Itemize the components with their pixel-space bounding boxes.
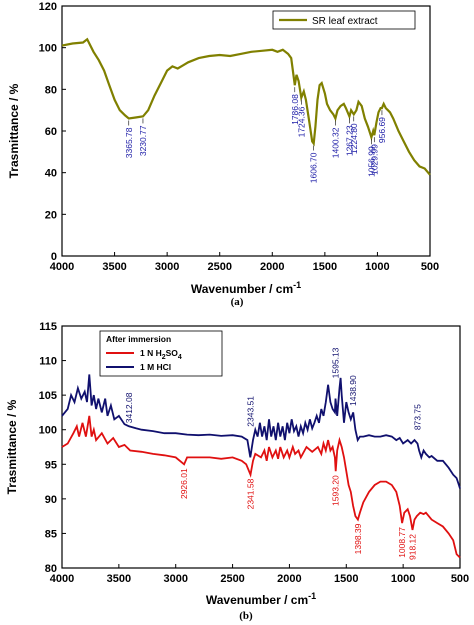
chart-a-peak-label: 1056.99 — [366, 146, 376, 177]
chart-a-peak-label: 1224.80 — [349, 123, 359, 154]
chart-a-peak-label: 3365.78 — [124, 127, 134, 158]
chart-b: 4000 3500 3000 2500 2000 1500 1000 500 80 85 90 95 1… — [5, 321, 469, 622]
chart-a-ytick-label: 120 — [39, 1, 57, 13]
chart-b-legend-title: After immersion — [106, 334, 171, 344]
chart-a-peak-label: 1267.23 — [344, 125, 354, 156]
chart-b-series-line-h2so4 — [61, 415, 461, 559]
chart-a-xtick-label: 1500 — [313, 261, 337, 273]
chart-b-ytick-label: 80 — [45, 563, 57, 575]
chart-b-ytick-label: 90 — [45, 494, 57, 506]
chart-b-peak-label: 1438.90 — [348, 375, 358, 406]
chart-b-peak-label: 1398.39 — [353, 523, 363, 554]
chart-b-ytick-label: 95 — [45, 459, 57, 471]
chart-b-peak-label: 2341.58 — [246, 478, 256, 509]
chart-b-ylabel: Trasmittance / % — [5, 399, 19, 494]
chart-a-xtick-label: 3000 — [155, 261, 179, 273]
chart-b-xtick-label: 4000 — [50, 573, 74, 585]
chart-a-xtick-label: 3500 — [102, 261, 126, 273]
chart-b-xtick-label: 3000 — [163, 573, 187, 585]
chart-a-caption: (a) — [231, 296, 244, 308]
chart-b-peak-label: 3412.08 — [124, 392, 134, 423]
chart-a-ytick-label: 0 — [51, 251, 57, 263]
chart-b-ytick-label: 110 — [39, 356, 57, 368]
chart-a-xtick-label: 500 — [421, 261, 439, 273]
chart-a-legend-label: SR leaf extract — [312, 16, 378, 27]
chart-a-peak-label: 1606.70 — [309, 152, 319, 183]
chart-b-peak-label: 1595.13 — [330, 347, 340, 378]
chart-a-series-line — [61, 37, 431, 176]
chart-b-xtick-label: 2500 — [220, 573, 244, 585]
chart-b-xtick-label: 3500 — [107, 573, 131, 585]
chart-b-legend-label-hcl: 1 M HCl — [140, 362, 171, 372]
chart-b-series-line-hcl — [61, 374, 461, 489]
chart-b-peak-label: 2343.51 — [245, 396, 255, 427]
chart-a-ytick-label: 60 — [45, 126, 57, 138]
chart-a-peak-label: 1400.32 — [330, 127, 340, 158]
chart-a-ytick-label: 100 — [39, 43, 57, 55]
chart-b-xtick-label: 1000 — [391, 573, 415, 585]
chart-a-ytick-label: 20 — [45, 209, 57, 221]
chart-a-peak-label: 956.69 — [377, 117, 387, 143]
chart-a-peak-label: 1724.36 — [296, 106, 306, 137]
chart-b-legend: After immersion 1 N H2SO4 1 M HCl — [99, 330, 223, 377]
chart-a-xlabel: Wavenumber / cm-1 — [191, 280, 301, 296]
chart-b-ytick-label: 105 — [39, 390, 57, 402]
chart-a-xtick-label: 1000 — [365, 261, 389, 273]
chart-a-ylabel: Trasmittance / % — [7, 83, 21, 178]
chart-b-xtick-label: 2000 — [277, 573, 301, 585]
chart-b-xlabel: Wavenumber / cm-1 — [206, 591, 316, 607]
chart-b-peak-label: 2926.01 — [179, 468, 189, 499]
chart-b-xtick-label: 1500 — [334, 573, 358, 585]
chart-a-xtick-label: 2500 — [207, 261, 231, 273]
chart-b-peak-label: 918.12 — [407, 534, 417, 560]
chart-b-ytick-label: 100 — [39, 425, 57, 437]
chart-a-peak-label: 1029.99 — [369, 144, 379, 175]
chart-a: 4000 3500 3000 2500 2000 1500 1000 500 0 20 40 60 80… — [7, 1, 439, 308]
chart-b-peak-label: 1593.20 — [331, 475, 341, 506]
chart-b-ytick-label: 85 — [45, 528, 57, 540]
chart-a-xtick-label: 2000 — [260, 261, 284, 273]
chart-b-caption: (b) — [239, 610, 253, 622]
chart-b-peak-label: 873.75 — [412, 404, 422, 430]
chart-a-xtick-label: 4000 — [50, 261, 74, 273]
chart-a-peak-label: 3230.77 — [138, 125, 148, 156]
chart-b-peak-label: 1008.77 — [397, 527, 407, 558]
chart-b-xtick-label: 500 — [451, 573, 469, 585]
chart-a-ytick-label: 40 — [45, 168, 57, 180]
chart-b-ytick-label: 115 — [39, 321, 57, 333]
chart-a-peak-label: 1786.08 — [290, 94, 300, 125]
chart-a-legend: SR leaf extract — [272, 10, 416, 30]
chart-a-ytick-label: 80 — [45, 84, 57, 96]
chart-b-legend-label-h2so4: 1 N H2SO4 — [140, 348, 182, 361]
